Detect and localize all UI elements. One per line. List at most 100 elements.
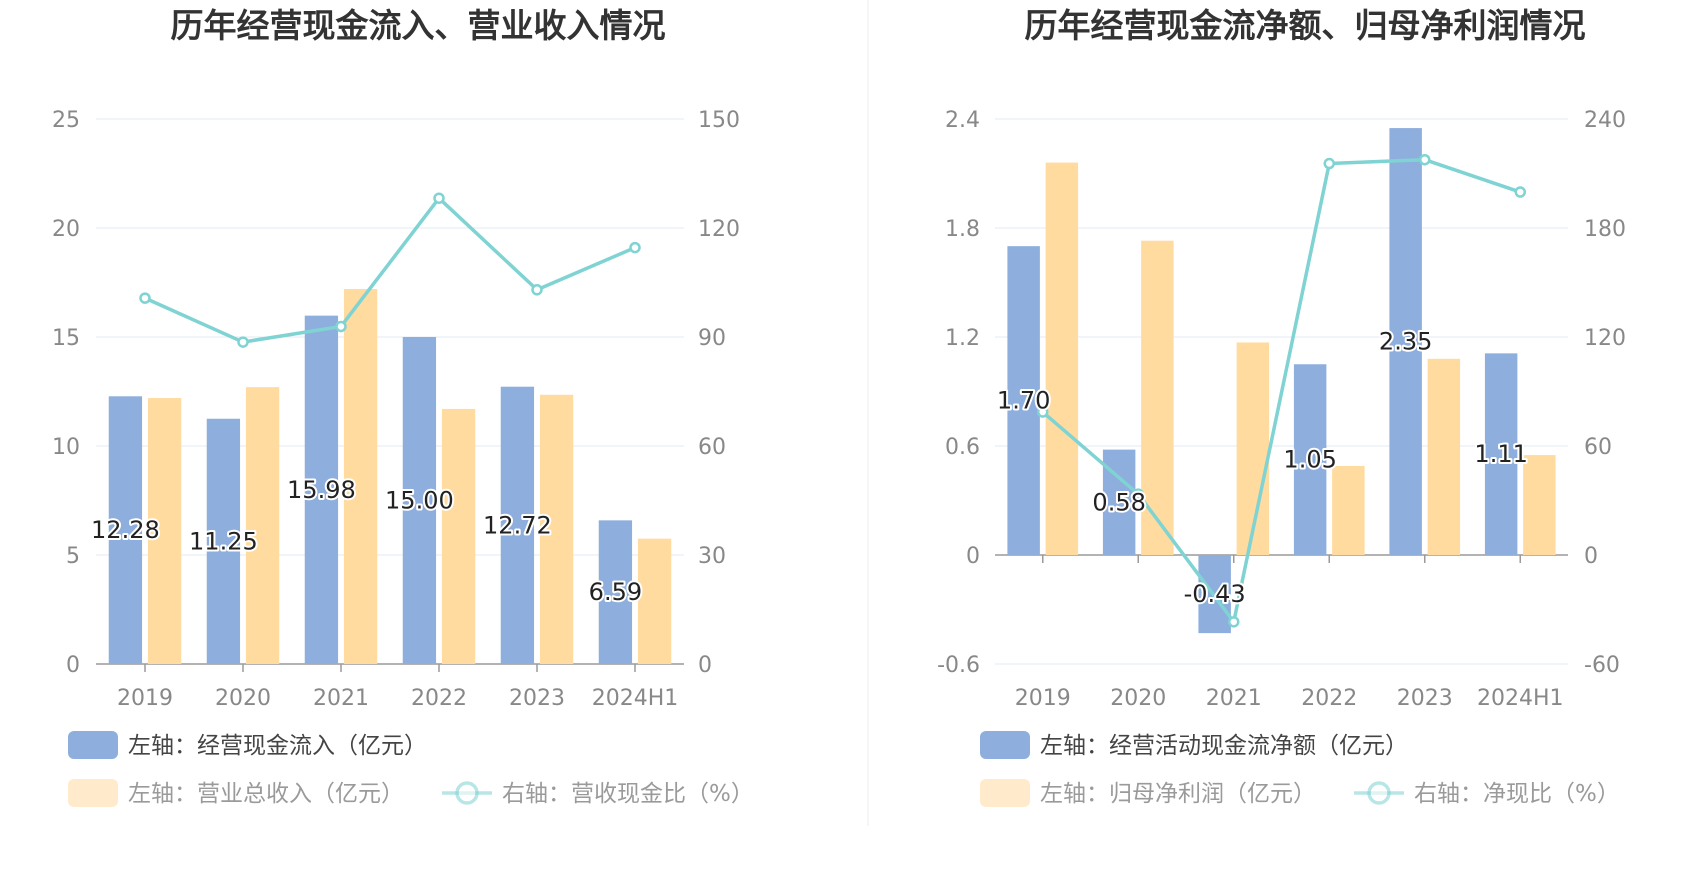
bar-secondary xyxy=(147,398,182,664)
left-axis-tick-label: 10 xyxy=(52,435,80,460)
bar-primary xyxy=(206,418,241,664)
bar-secondary xyxy=(1045,162,1079,555)
line-point xyxy=(531,284,543,296)
bar-data-label: -0.43 xyxy=(1184,580,1246,608)
legend-swatch-bar xyxy=(980,731,1030,759)
line-series xyxy=(1041,157,1521,624)
left-axis-tick-label: 5 xyxy=(66,544,80,569)
left-axis-tick-label: 15 xyxy=(52,326,80,351)
right-axis-tick-label: -60 xyxy=(1584,653,1620,678)
right-axis-tick-label: 60 xyxy=(1584,435,1612,460)
bar-secondary xyxy=(441,408,476,664)
bar-data-label: 11.25 xyxy=(189,527,258,555)
bar-secondary xyxy=(1427,358,1461,555)
category-label: 2022 xyxy=(411,686,467,711)
category-label: 2021 xyxy=(313,686,369,711)
line-point xyxy=(629,241,641,254)
bar-data-label: 6.59 xyxy=(589,578,642,606)
line-point xyxy=(335,320,347,333)
left-axis-tick-label: 0.6 xyxy=(945,435,980,460)
bar-data-label: 1.70 xyxy=(997,387,1050,415)
category-label: 2019 xyxy=(1015,686,1071,711)
category-label: 2020 xyxy=(215,686,271,711)
legend-swatch-marker xyxy=(1367,781,1391,805)
right-axis-tick-label: 60 xyxy=(698,435,726,460)
chart-panel-netcash-profit: 历年经营现金流净额、归母净利润情况 -0.6 0 0.6 1.2 1.8 2.4 -60 0 60… xyxy=(937,6,1626,807)
bar-secondary xyxy=(539,394,574,664)
bar-secondary xyxy=(1332,465,1365,555)
bar-data-label: 0.58 xyxy=(1092,488,1145,516)
line-point xyxy=(139,292,151,304)
left-axis-tick-label: 20 xyxy=(52,217,80,242)
bar-data-label: 12.72 xyxy=(483,511,552,539)
legend-swatch-marker xyxy=(455,781,479,805)
category-label: 2019 xyxy=(117,686,173,711)
bar-primary xyxy=(598,520,633,664)
bar-data-label: 1.11 xyxy=(1474,440,1527,468)
line-point xyxy=(1132,488,1144,500)
bar-secondary xyxy=(1141,240,1174,555)
line-point xyxy=(1514,186,1526,198)
bar-secondary xyxy=(343,289,378,664)
category-label: 2023 xyxy=(509,686,565,711)
bar-primary xyxy=(1389,128,1422,556)
bar-primary xyxy=(108,396,143,664)
line-series xyxy=(144,196,636,344)
bar-secondary xyxy=(1236,342,1270,555)
line-point xyxy=(1323,157,1335,170)
legend-label: 右轴：净现比（%） xyxy=(1414,781,1620,807)
right-axis-tick-label: 30 xyxy=(698,544,726,569)
line-point xyxy=(433,192,445,204)
left-axis-tick-label: 0 xyxy=(966,544,980,569)
bar-primary xyxy=(402,337,437,664)
legend-swatch-bar xyxy=(980,779,1030,807)
chart-panel-cashflow-revenue: 历年经营现金流入、营业收入情况 0 5 10 15 20 25 0 30 60 90 120 150 20… xyxy=(52,6,754,807)
category-label: 2024H1 xyxy=(1477,686,1564,711)
bar-primary xyxy=(1007,246,1040,555)
bar-data-label: 2.35 xyxy=(1379,328,1432,356)
right-axis-tick-label: 120 xyxy=(1584,326,1626,351)
bar-data-label: 1.05 xyxy=(1283,446,1336,474)
bar-secondary xyxy=(637,538,672,664)
line-point xyxy=(1228,616,1240,628)
left-axis-tick-label: -0.6 xyxy=(937,653,980,678)
legend-swatch-bar xyxy=(68,779,118,807)
chart-title: 历年经营现金流入、营业收入情况 xyxy=(171,6,666,45)
right-axis-tick-label: 180 xyxy=(1584,217,1626,242)
right-axis-tick-label: 150 xyxy=(698,108,740,133)
line-point xyxy=(237,336,249,348)
legend-label: 左轴：归母净利润（亿元） xyxy=(1040,781,1316,807)
category-label: 2022 xyxy=(1301,686,1357,711)
category-label: 2024H1 xyxy=(592,686,679,711)
bar-primary xyxy=(1484,353,1518,555)
line-point xyxy=(1037,406,1049,418)
legend-label: 左轴：营业总收入（亿元） xyxy=(128,781,404,807)
legend-label: 右轴：营收现金比（%） xyxy=(502,781,754,807)
bar-primary xyxy=(500,386,535,664)
legend-label: 左轴：经营活动现金流净额（亿元） xyxy=(1040,733,1408,759)
bar-data-label: 15.98 xyxy=(287,476,356,504)
right-axis-tick-label: 120 xyxy=(698,217,740,242)
legend-swatch-bar xyxy=(68,731,118,759)
left-axis-tick-label: 1.2 xyxy=(945,326,980,351)
right-axis-tick-label: 240 xyxy=(1584,108,1626,133)
left-axis-tick-label: 0 xyxy=(66,653,80,678)
bar-data-label: 15.00 xyxy=(385,487,454,515)
bar-primary xyxy=(304,315,339,664)
category-label: 2021 xyxy=(1206,686,1262,711)
left-axis-tick-label: 25 xyxy=(52,108,80,133)
right-axis-tick-label: 0 xyxy=(698,653,712,678)
left-axis-tick-label: 2.4 xyxy=(945,108,980,133)
left-axis-tick-label: 1.8 xyxy=(945,217,980,242)
bar-secondary xyxy=(245,387,280,664)
line-point xyxy=(1419,153,1431,166)
bar-data-label: 12.28 xyxy=(91,516,160,544)
bar-primary xyxy=(1293,364,1327,555)
category-label: 2020 xyxy=(1110,686,1166,711)
chart-title: 历年经营现金流净额、归母净利润情况 xyxy=(1025,6,1586,45)
right-axis-tick-label: 0 xyxy=(1584,544,1598,569)
category-label: 2023 xyxy=(1397,686,1453,711)
right-axis-tick-label: 90 xyxy=(698,326,726,351)
bar-secondary xyxy=(1523,455,1556,555)
